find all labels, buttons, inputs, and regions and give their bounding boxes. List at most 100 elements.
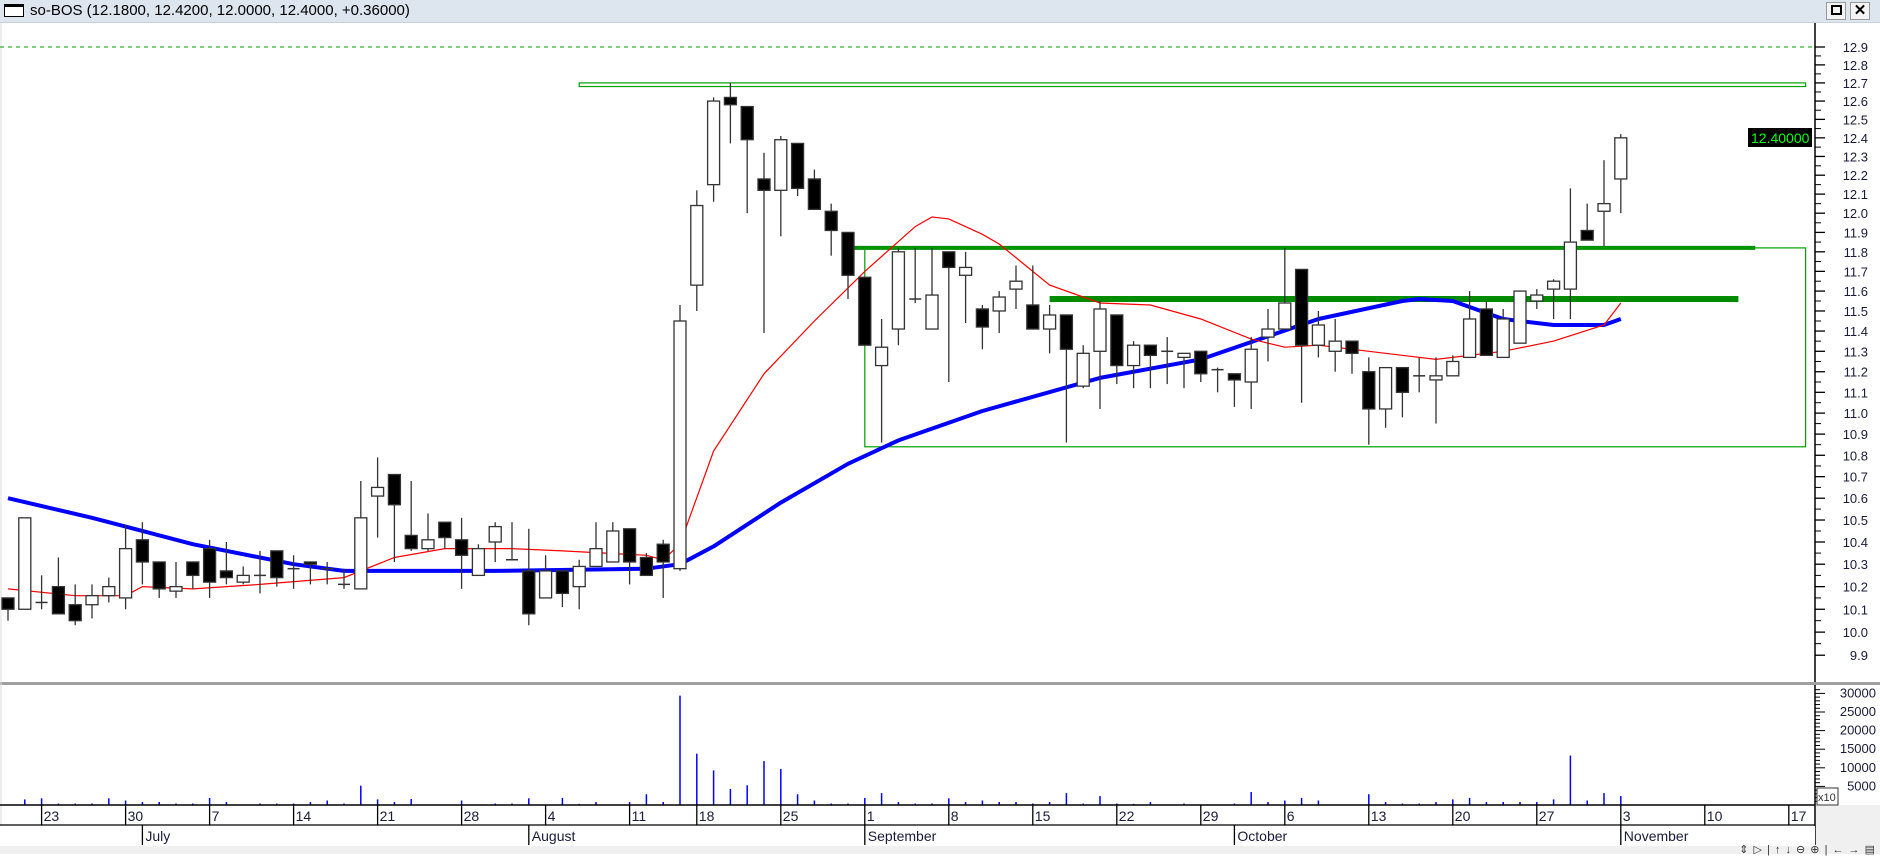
candle-body-down (1395, 366, 1410, 393)
price-tick-label: 10.1 (1843, 602, 1868, 617)
date-tick-label: 27 (1539, 808, 1555, 824)
candle-body-down (807, 178, 822, 211)
candle-body-up (1513, 290, 1527, 344)
candle (354, 480, 368, 590)
candle (202, 539, 217, 598)
candle (1194, 350, 1208, 382)
price-tick-label: 11.8 (1844, 245, 1868, 260)
date-tick-label: 21 (380, 808, 396, 824)
volume-tick-label: 20000 (1840, 723, 1876, 738)
window-title-bar: so-BOS (12.1800, 12.4200, 12.0000, 12.40… (0, 0, 1880, 23)
candle-body-down (303, 561, 318, 565)
range-rectangle[interactable] (864, 247, 1807, 448)
candle (706, 97, 721, 202)
price-tick-label: 11.6 (1844, 284, 1868, 299)
candle-body-up (538, 570, 553, 599)
candle-body-up (891, 251, 906, 330)
candle (488, 522, 502, 562)
date-tick-label: 7 (212, 808, 220, 824)
candle-body-up (236, 574, 250, 583)
candle (1429, 357, 1443, 424)
candle (18, 517, 32, 610)
candle-body-down (404, 534, 418, 550)
price-tick-label: 11.1 (1844, 385, 1868, 400)
date-tick-label: 18 (699, 808, 715, 824)
candle-body-down (1294, 268, 1309, 346)
price-tick-label: 10.8 (1843, 448, 1868, 463)
price-tick-label: 12.9 (1843, 40, 1868, 55)
date-axis[interactable]: 23 30 7 14 21 28 4 11 18 25 1 8 15 22 29 6 13 20 27 3 10 17Ju… (0, 804, 1815, 845)
price-axis[interactable]: 9.9 10.0 10.1 10.2 10.3 10.4 10.5 10.6 10.7 10.8 1… (1815, 40, 1868, 663)
candle-body-down (438, 521, 452, 539)
candle-body-up (102, 585, 116, 597)
date-tick-label: 6 (1287, 808, 1295, 824)
volume-tick-label: 30000 (1840, 685, 1876, 700)
candle (387, 473, 402, 562)
candle (1042, 304, 1057, 354)
candle (506, 522, 518, 561)
candle (135, 522, 150, 585)
candle (1546, 279, 1561, 319)
volume-bars (24, 695, 1622, 805)
candle-body-down (1479, 308, 1494, 357)
candle (1026, 265, 1040, 330)
candle-body-down (1143, 344, 1158, 357)
candle-body-down (1194, 350, 1208, 375)
candle-body-up (1244, 348, 1258, 383)
candle (522, 528, 536, 626)
candle-body-down (152, 561, 166, 590)
candle (1009, 265, 1023, 309)
panel-splitter[interactable] (0, 682, 1880, 685)
close-button[interactable]: ✕ (1850, 2, 1870, 20)
candle (790, 142, 805, 197)
candle (219, 542, 234, 585)
date-tick-label: 28 (464, 808, 480, 824)
date-tick-label: 8 (951, 808, 959, 824)
candle (639, 553, 654, 577)
price-tick-label: 12.5 (1843, 112, 1868, 127)
candle (1345, 340, 1359, 374)
candle-body-up (1009, 280, 1023, 290)
candle-body-down (135, 539, 150, 563)
candle (68, 584, 82, 626)
candle (1211, 367, 1224, 393)
candle (942, 251, 956, 382)
last-price-text: 12.40000 (1751, 130, 1810, 146)
candle-body-down (1059, 314, 1074, 350)
candle (555, 570, 570, 607)
axis-corner (1816, 805, 1880, 846)
price-tick-label: 12.6 (1843, 94, 1868, 109)
window-icon (4, 4, 24, 17)
candle (1479, 301, 1494, 357)
candle-body-up (1311, 324, 1326, 346)
restore-button[interactable] (1826, 2, 1846, 20)
status-bar: ⇕ ▷ | ↑ ↓ ⊖ ⊕ | ← → ▤ (0, 845, 1880, 856)
candle-body-down (740, 105, 754, 141)
candle (690, 190, 704, 311)
candle-body-up (774, 139, 788, 191)
candle (254, 550, 266, 594)
toolbar-icons[interactable]: ⇕ ▷ | ↑ ↓ ⊖ ⊕ | ← → ▤ (1739, 845, 1876, 856)
date-tick-label: 4 (548, 808, 556, 824)
candle (1462, 291, 1477, 359)
candle (673, 304, 687, 571)
volume-axis[interactable]: 5000 10000 15000 20000 25000 30000 (1815, 685, 1876, 802)
candle-body-up (1328, 340, 1342, 352)
price-tick-label: 10.7 (1843, 470, 1868, 485)
price-tick-label: 9.9 (1850, 648, 1868, 663)
candle (656, 539, 670, 598)
candle (1294, 268, 1309, 403)
range-rectangle[interactable] (578, 82, 1807, 88)
candle-body-down (824, 210, 838, 232)
drawings-layer[interactable] (0, 46, 1815, 448)
candle (740, 105, 754, 214)
price-tick-label: 11.5 (1844, 304, 1868, 319)
chart-frame (0, 23, 1880, 846)
candle (1177, 352, 1191, 389)
candle (102, 577, 116, 603)
date-tick-label: 22 (1119, 808, 1135, 824)
price-tick-label: 11.7 (1844, 264, 1868, 279)
price-tick-label: 10.9 (1843, 427, 1868, 442)
month-label: September (868, 828, 937, 844)
